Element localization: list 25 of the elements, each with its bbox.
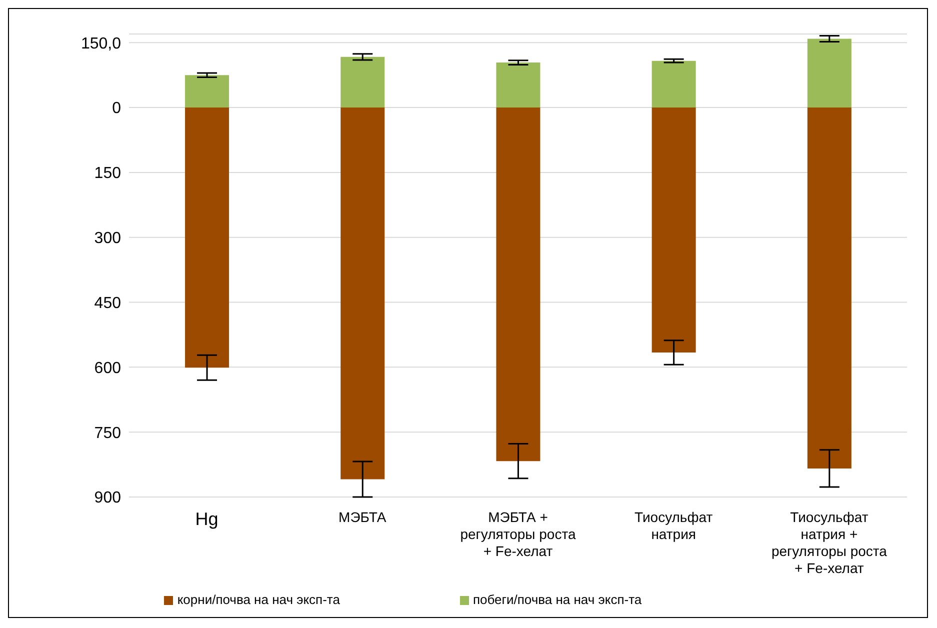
legend-label: побеги/почва на нач эксп-та xyxy=(472,592,642,607)
bar xyxy=(652,108,696,352)
x-tick-label: МЭБТА xyxy=(338,509,387,525)
y-tick-label: 150,0 xyxy=(80,35,122,52)
bar xyxy=(496,62,540,108)
y-tick-label: 300 xyxy=(94,230,122,248)
legend-label: корни/почва на нач эксп-та xyxy=(177,592,340,607)
y-tick-label: 450 xyxy=(94,294,122,312)
y-tick-label: 900 xyxy=(94,490,122,507)
x-tick-label: Hg xyxy=(195,509,218,529)
bar xyxy=(807,38,852,108)
x-tick-label: Тиосульфат натрия xyxy=(634,509,714,542)
y-tick-label: 750 xyxy=(94,424,122,442)
bar xyxy=(185,75,230,108)
x-tick-label: Тиосульфат натрия + регуляторы роста + Fe-хелат xyxy=(771,509,888,576)
bar xyxy=(340,56,385,108)
y-tick-label: 0 xyxy=(112,100,122,118)
x-tick-label: МЭБТА + регуляторы роста + Fe-хелат xyxy=(460,509,576,559)
bar xyxy=(652,60,696,108)
bar xyxy=(185,108,230,368)
bar xyxy=(340,108,385,480)
bar xyxy=(496,108,540,462)
bar xyxy=(807,108,852,468)
y-tick-label: 600 xyxy=(94,360,122,377)
y-tick-label: 150 xyxy=(94,165,122,182)
